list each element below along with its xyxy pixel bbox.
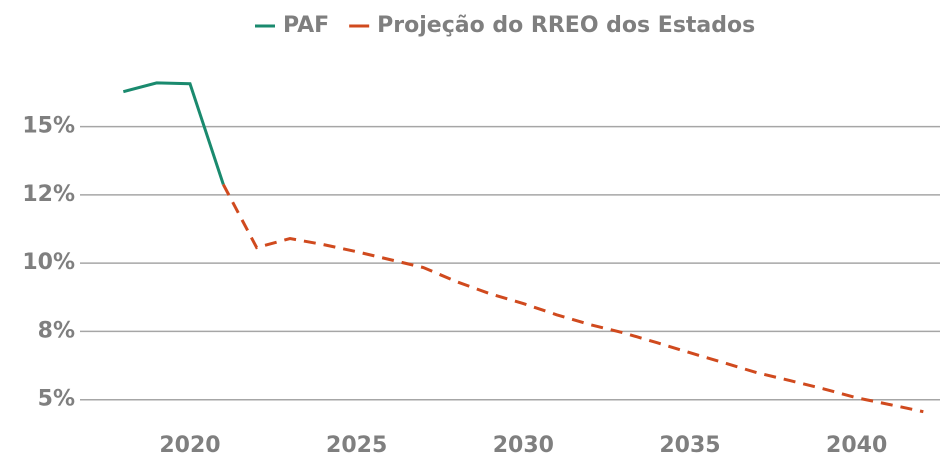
- legend-label: Projeção do RREO dos Estados: [377, 13, 755, 38]
- series-line: [122, 81, 225, 185]
- series-line: [222, 183, 924, 414]
- y-tick-label: 8%: [38, 318, 75, 343]
- x-tick-label: 2040: [826, 433, 887, 458]
- y-tick-label: 12%: [22, 182, 75, 207]
- legend-label: PAF: [283, 13, 329, 38]
- y-tick-label: 5%: [38, 387, 75, 412]
- x-tick-label: 2030: [493, 433, 554, 458]
- x-tick-label: 2025: [326, 433, 387, 458]
- legend: PAF Projeção do RREO dos Estados: [255, 13, 755, 38]
- x-tick-label: 2035: [659, 433, 720, 458]
- x-tick-label: 2020: [159, 433, 220, 458]
- y-tick-label: 10%: [22, 250, 75, 275]
- y-tick-label: 15%: [22, 114, 75, 139]
